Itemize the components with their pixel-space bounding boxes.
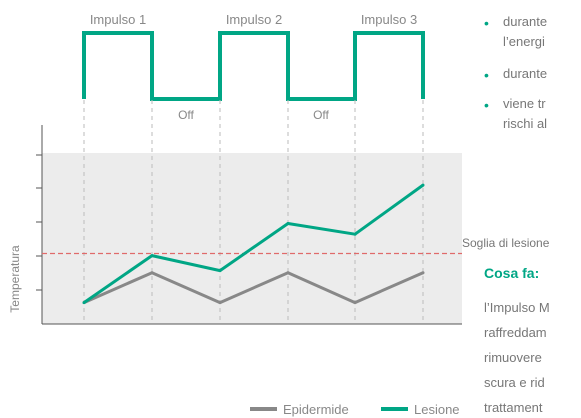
bullet-dot: • — [484, 67, 489, 83]
point-lesione — [82, 301, 86, 305]
point-epidermide — [421, 271, 425, 275]
point-epidermide — [286, 271, 290, 275]
bullet-dot: • — [484, 97, 489, 113]
point-lesione — [150, 254, 154, 258]
off-label-1: Off — [178, 108, 194, 122]
series-line-lesione — [83, 183, 424, 304]
point-lesione — [286, 222, 290, 225]
plot-background — [42, 153, 462, 324]
section-title: Cosa fa: — [484, 265, 540, 281]
paragraph-line-1: l’Impulso M — [484, 300, 550, 315]
pulse-diagram: Impulso 1 Impulso 2 Impulso 3 Off Off — [82, 12, 425, 122]
paragraph-line-3: rimuovere — [484, 350, 542, 365]
y-axis-label: Temperatura — [8, 245, 22, 313]
bullet-dot: • — [484, 15, 489, 31]
point-lesione — [353, 232, 357, 236]
paragraph-line-4: scura e rid — [484, 375, 545, 390]
pulse-label-3: Impulso 3 — [361, 12, 417, 27]
threshold-label: Soglia di lesione — [462, 236, 550, 250]
paragraph-line-5: trattament — [484, 400, 543, 415]
bullet-text-3b: rischi al — [503, 116, 548, 131]
legend: Epidermide Lesione — [250, 402, 460, 417]
legend-label-lesione: Lesione — [414, 402, 460, 417]
pulse-label-1: Impulso 1 — [90, 12, 146, 27]
bullet-text-2: durante — [503, 66, 548, 81]
off-label-2: Off — [313, 108, 329, 122]
plot-area — [36, 100, 462, 325]
point-epidermide — [150, 271, 154, 275]
series-line-epidermide — [83, 271, 424, 305]
point-lesione — [421, 183, 425, 187]
point-lesione — [218, 269, 222, 273]
bullet-text-3a: viene tr — [503, 96, 546, 111]
bullet-text-1b: l’energi — [503, 34, 545, 49]
point-epidermide — [218, 301, 222, 305]
point-epidermide — [353, 301, 357, 305]
pulse-waveform — [82, 31, 425, 101]
pulse-label-2: Impulso 2 — [226, 12, 282, 27]
legend-label-epidermide: Epidermide — [283, 402, 349, 417]
paragraph-line-2: raffreddam — [484, 325, 547, 340]
bullet-text-1a: durante — [503, 14, 548, 29]
